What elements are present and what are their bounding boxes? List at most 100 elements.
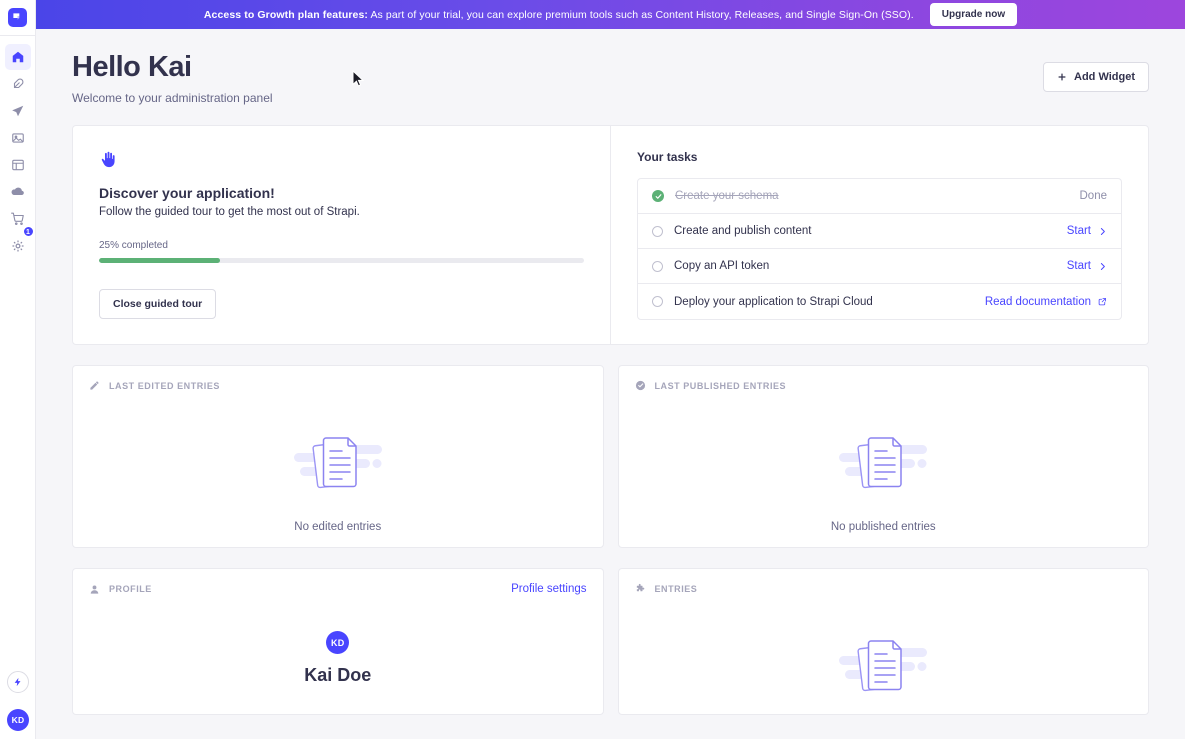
entries-title: ENTRIES [654, 583, 698, 594]
trial-banner-text: Access to Growth plan features: As part … [204, 9, 914, 21]
settings-badge: 1 [22, 226, 34, 237]
trial-banner: Access to Growth plan features: As part … [36, 0, 1185, 29]
sidebar-item-media-library[interactable] [5, 125, 31, 151]
task-row-right: Read documentation [985, 296, 1107, 308]
profile-name: Kai Doe [304, 665, 372, 685]
sidebar-item-releases[interactable] [5, 152, 31, 178]
main-area: Access to Growth plan features: As part … [36, 0, 1185, 739]
page-title: Hello Kai [72, 51, 192, 83]
page-header: Hello Kai Welcome to your administration… [72, 29, 1149, 105]
profile-header: PROFILE Profile settings [89, 583, 587, 595]
task-row-left: Create and publish content [652, 225, 811, 237]
page-subtitle: Welcome to your administration panel [72, 91, 273, 105]
sidebar-item-home[interactable] [4, 44, 31, 70]
tasks-list: Create your schema Done Create and publish… [637, 178, 1122, 320]
task-row-right: Start [1067, 260, 1107, 272]
strapi-logo[interactable] [8, 8, 27, 27]
progress-bar-fill [99, 258, 221, 263]
feather-pen-icon [13, 78, 23, 89]
lightning-bolt-icon [14, 677, 21, 687]
plus-icon [1058, 73, 1066, 81]
task-row-right: Start [1067, 225, 1107, 237]
profile-settings-link[interactable]: Profile settings [511, 583, 587, 595]
add-widget-button[interactable]: Add Widget [1043, 62, 1149, 92]
sidebar-nav: 1 [0, 44, 35, 259]
upgrade-now-button[interactable]: Upgrade now [929, 3, 1018, 26]
layout-icon [11, 159, 24, 171]
home-icon [12, 51, 23, 63]
close-guided-tour-button[interactable]: Close guided tour [99, 289, 217, 319]
task-row[interactable]: Copy an API token Start [638, 249, 1121, 284]
last-edited-header-left: LAST EDITED ENTRIES [89, 380, 220, 391]
last-published-entries-widget: LAST PUBLISHED ENTRIES [617, 365, 1149, 548]
profile-title: PROFILE [109, 584, 152, 594]
last-edited-header: LAST EDITED ENTRIES [89, 380, 587, 391]
main-sidebar: 1 KD [0, 0, 36, 739]
sidebar-bottom: KD [0, 671, 36, 739]
add-widget-label: Add Widget [1074, 71, 1135, 83]
empty-documents-illustration [839, 437, 928, 489]
last-published-header-left: LAST PUBLISHED ENTRIES [635, 380, 787, 391]
profile-avatar: KD [326, 631, 350, 654]
task-label: Copy an API token [674, 260, 770, 272]
tasks-panel: Your tasks Create your schema Done Create … [611, 126, 1148, 344]
external-link-icon [1098, 297, 1107, 306]
discover-subtitle: Follow the guided tour to get the most o… [99, 206, 360, 218]
page-header-text: Hello Kai Welcome to your administration… [72, 51, 273, 105]
sidebar-item-cloud[interactable] [5, 179, 31, 205]
entries-header: ENTRIES [635, 583, 1133, 594]
task-row[interactable]: Create your schema Done [638, 179, 1121, 214]
gear-icon [11, 240, 24, 252]
sidebar-item-content-type-builder[interactable] [5, 98, 31, 124]
page-content: Hello Kai Welcome to your administration… [36, 29, 1185, 739]
task-status: Done [1079, 190, 1108, 202]
sidebar-item-content-manager[interactable] [5, 71, 31, 97]
sidebar-item-settings[interactable]: 1 [5, 226, 34, 259]
trial-banner-lead: Access to Growth plan features: [203, 8, 368, 21]
paper-plane-icon [11, 105, 23, 117]
discover-title: Discover your application! [99, 185, 275, 201]
task-label: Create and publish content [674, 225, 812, 237]
task-action-link[interactable]: Start [1066, 225, 1091, 237]
profile-body: KD Kai Doe [89, 595, 587, 686]
empty-documents-illustration [839, 640, 928, 692]
check-circle-icon [635, 380, 646, 391]
last-edited-title: LAST EDITED ENTRIES [109, 380, 220, 391]
entries-header-left: ENTRIES [635, 583, 698, 594]
task-row-right: Done [1080, 190, 1108, 202]
profile-header-left: PROFILE [89, 584, 152, 595]
entries-empty-state [635, 594, 1133, 700]
task-action-link[interactable]: Start [1066, 260, 1091, 272]
chevron-right-icon [1098, 227, 1107, 236]
progress-label: 25% completed [99, 240, 168, 251]
task-row-left: Create your schema [652, 190, 779, 202]
chevron-right-icon [1098, 262, 1107, 271]
discover-panel: Discover your application! Follow the gu… [73, 126, 611, 344]
last-edited-empty-text: No edited entries [294, 521, 382, 533]
user-icon [89, 584, 100, 595]
trial-banner-body: As part of your trial, you can explore p… [368, 8, 914, 21]
tasks-title: Your tasks [637, 150, 698, 164]
task-row[interactable]: Create and publish content Start [638, 214, 1121, 249]
discover-tasks-card: Discover your application! Follow the gu… [72, 125, 1149, 345]
strapi-logo-wrap[interactable] [0, 0, 36, 36]
task-row[interactable]: Deploy your application to Strapi Cloud R… [638, 284, 1121, 319]
lightning-bolt-button[interactable] [7, 671, 29, 693]
task-row-left: Deploy your application to Strapi Cloud [652, 296, 873, 308]
last-published-empty-text: No published entries [830, 521, 936, 533]
row-entries-widgets: LAST EDITED ENTRIES [72, 365, 1149, 548]
sidebar-item-marketplace[interactable] [5, 206, 31, 232]
pencil-icon [89, 380, 100, 391]
task-label: Deploy your application to Strapi Cloud [674, 295, 873, 308]
cloud-icon [11, 187, 24, 195]
image-icon [11, 133, 24, 143]
shopping-cart-icon [10, 212, 24, 225]
last-published-title: LAST PUBLISHED ENTRIES [654, 380, 787, 391]
last-edited-entries-widget: LAST EDITED ENTRIES [72, 365, 604, 548]
task-action-link[interactable]: Read documentation [984, 295, 1091, 308]
empty-documents-illustration [293, 437, 382, 489]
sidebar-avatar[interactable]: KD [7, 709, 29, 731]
row-profile-entries: PROFILE Profile settings KD Kai Doe ENTR… [72, 568, 1149, 715]
task-radio-icon [652, 225, 663, 237]
task-label: Create your schema [675, 190, 779, 202]
